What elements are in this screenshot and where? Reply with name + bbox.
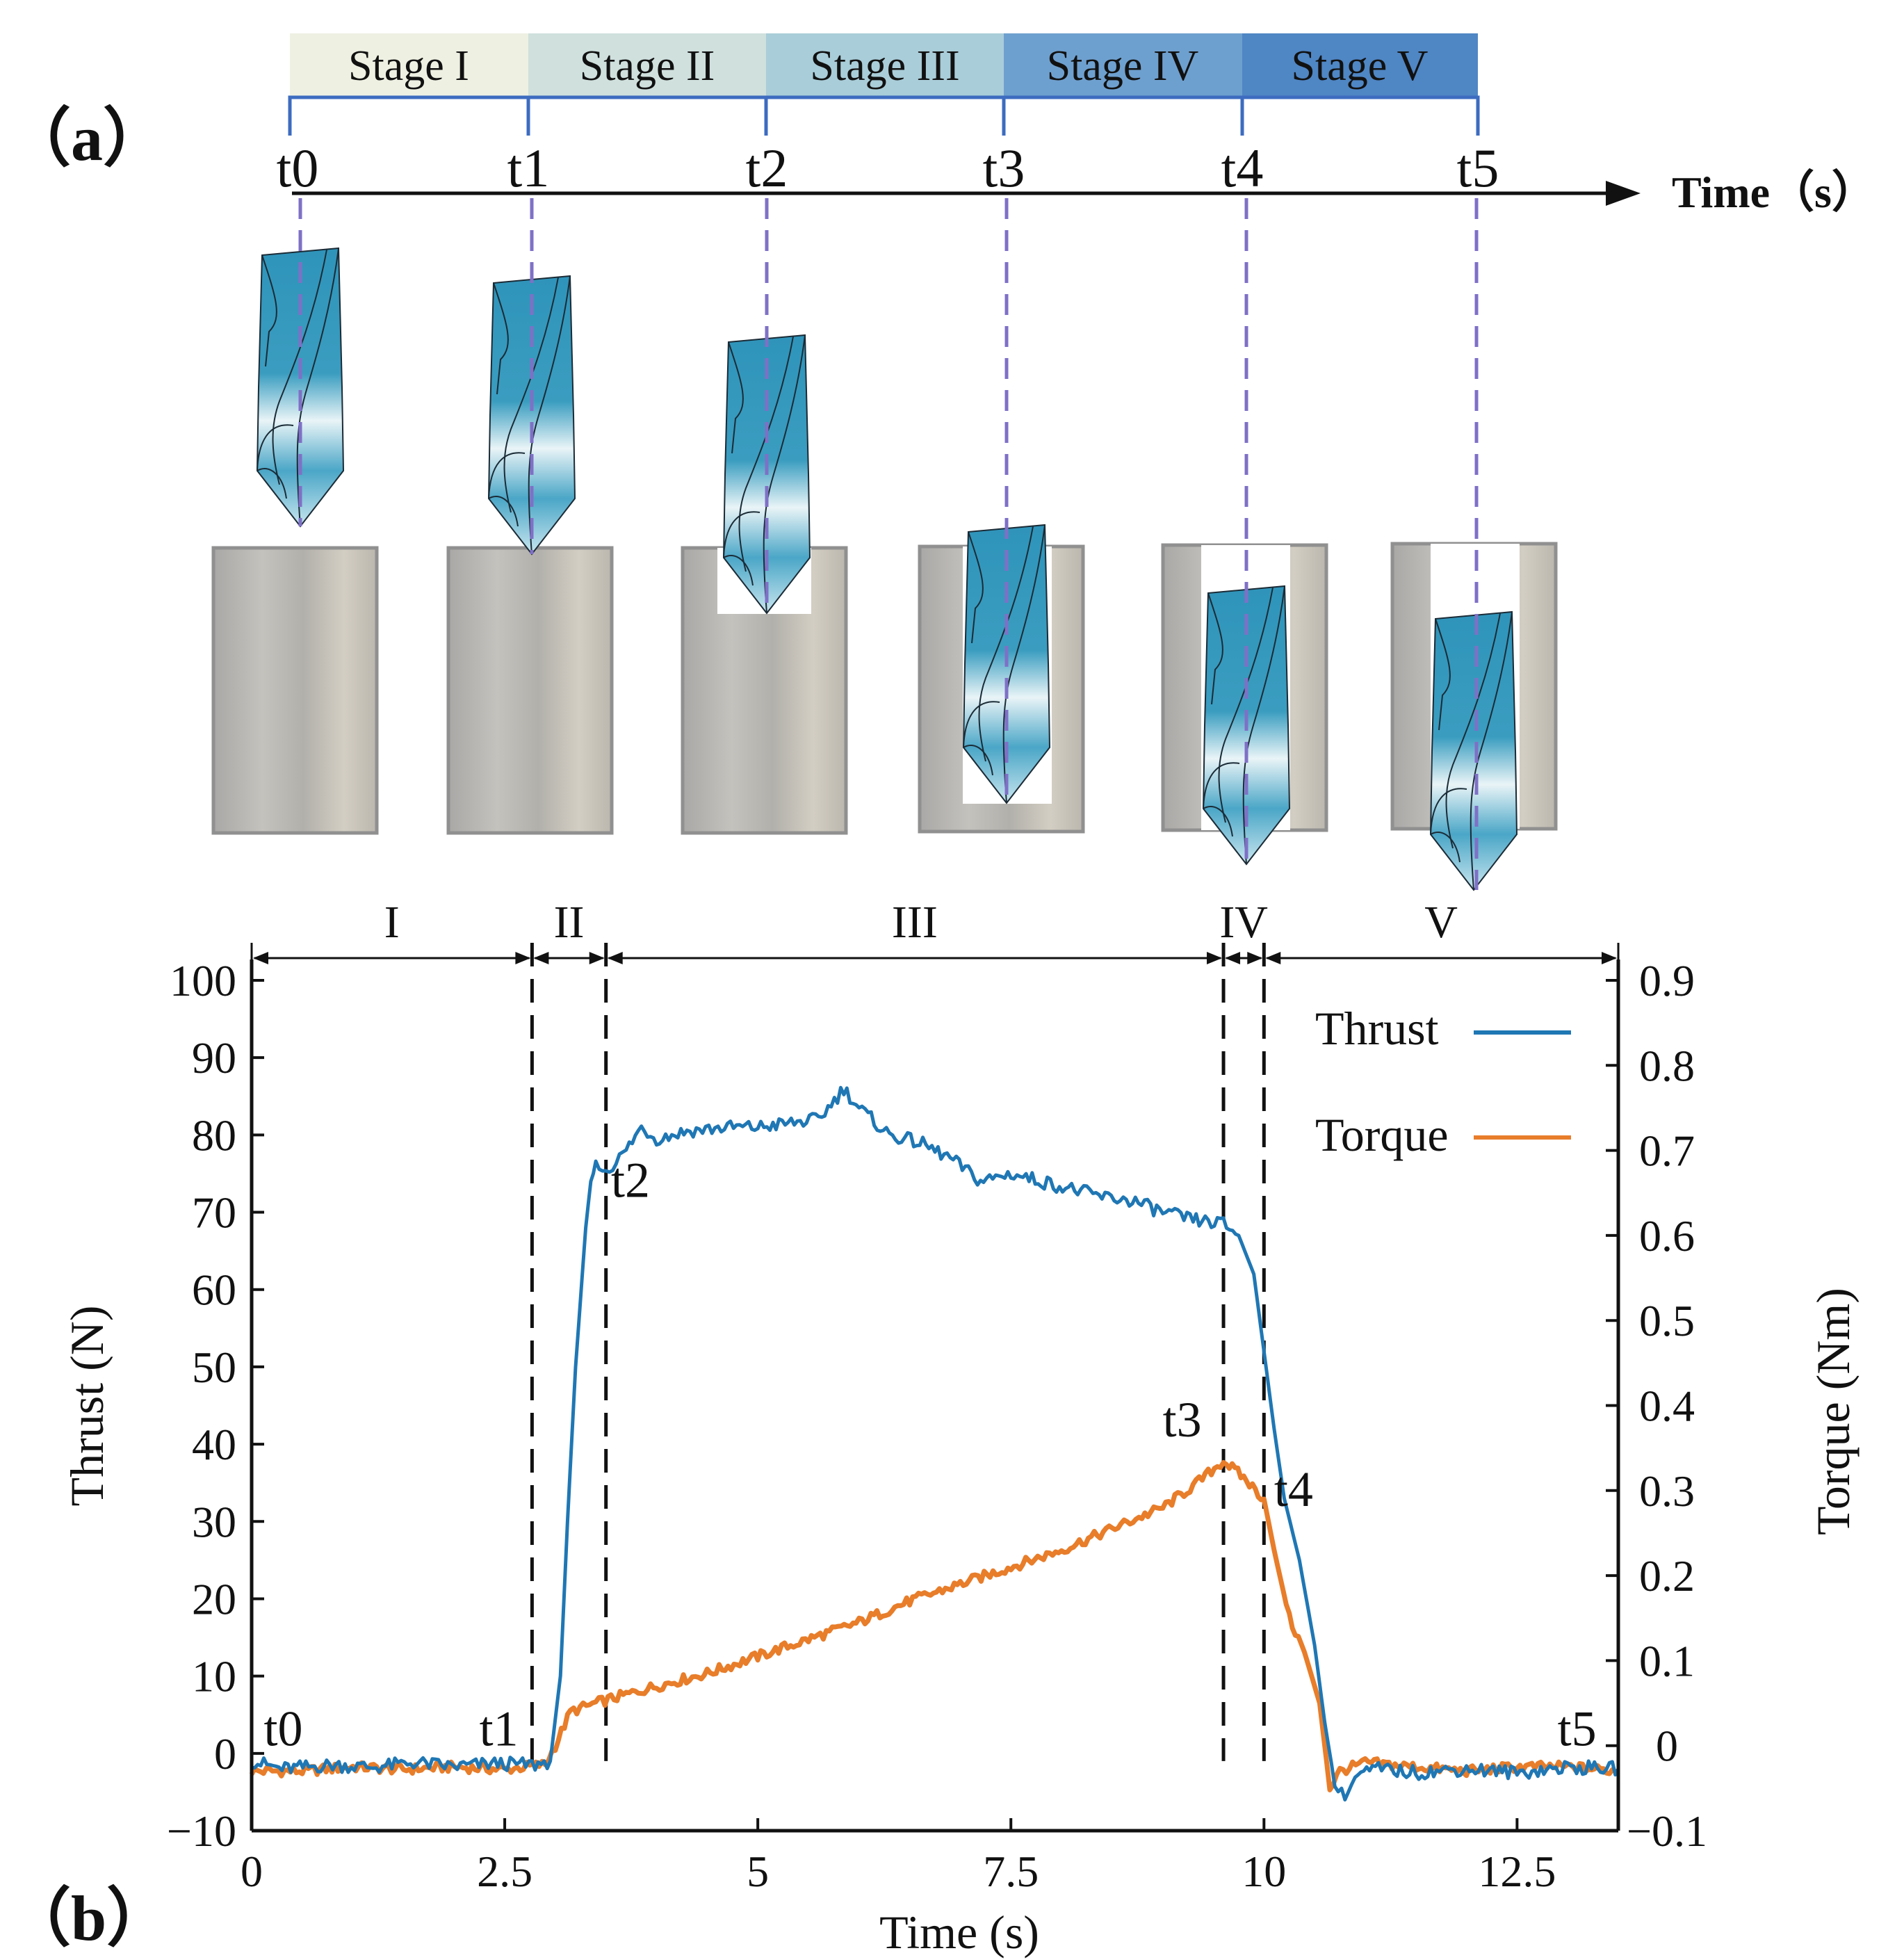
x-tick-label: 5 xyxy=(747,1847,769,1896)
x-tick-label: 10 xyxy=(1242,1847,1286,1896)
workpiece-2 xyxy=(446,546,614,835)
stage-label-2: Stage II xyxy=(580,42,715,90)
y2-tick-label: 0.6 xyxy=(1639,1211,1695,1261)
series-line-thrust xyxy=(251,1085,1620,1801)
stage-label-3: Stage III xyxy=(810,42,959,90)
y2-tick-label: 0 xyxy=(1656,1722,1678,1771)
y-tick-label: 30 xyxy=(192,1497,236,1546)
y2-tick-label: 0.5 xyxy=(1639,1296,1695,1345)
stage-label-1: Stage I xyxy=(348,42,469,90)
legend-label-thrust: Thrust xyxy=(1315,1002,1439,1055)
phase-arrowhead xyxy=(1247,952,1263,964)
x-tick-label: 2.5 xyxy=(477,1847,532,1896)
phase-arrowhead xyxy=(1225,952,1241,964)
phase-arrowhead xyxy=(533,952,549,964)
y-tick-label: 70 xyxy=(192,1188,236,1238)
phase-label: III xyxy=(892,897,938,948)
y-tick-label: 100 xyxy=(170,956,236,1005)
stage-label-4: Stage IV xyxy=(1047,42,1199,90)
phase-label: V xyxy=(1424,897,1458,948)
y2-tick-label: 0.8 xyxy=(1639,1041,1695,1090)
phase-label: IV xyxy=(1219,897,1268,948)
stage-bracket xyxy=(288,95,1480,136)
y2-tick-label: 0.4 xyxy=(1639,1382,1695,1431)
annotation-t4: t4 xyxy=(1274,1461,1313,1517)
time-axis: Time（s） t0 t1 t2 t3 t4 t5 xyxy=(277,138,1876,217)
workpiece-1 xyxy=(211,546,379,835)
y-tick-label: −10 xyxy=(167,1806,236,1856)
x-tick-label: 7.5 xyxy=(983,1847,1039,1896)
annotation-layer: t0 t1 t2 t3 t4 t5 xyxy=(263,1152,1596,1756)
series-layer xyxy=(249,1085,1620,1801)
stage-guides xyxy=(298,198,1479,890)
phase-label: II xyxy=(554,897,585,948)
y-tick-label: 20 xyxy=(192,1574,236,1623)
stage-cell-3 xyxy=(766,33,1004,97)
phase-arrowhead xyxy=(589,952,605,964)
annotation-t1: t1 xyxy=(480,1701,519,1757)
phase-arrowhead xyxy=(1207,952,1223,964)
chart: I II III IV V −100102030405060708090100−0.10… xyxy=(60,897,1860,1959)
stage-bar: Stage I Stage II Stage III Stage IV Stag… xyxy=(288,33,1480,136)
legend: Thrust Torque xyxy=(1315,1002,1571,1161)
x-axis-label: Time (s) xyxy=(879,1906,1039,1959)
phase-arrowhead xyxy=(515,952,531,964)
phase-label: I xyxy=(384,897,400,948)
time-axis-label: Time（s） xyxy=(1672,168,1876,217)
series-line-torque xyxy=(249,1459,1619,1792)
drill-6 xyxy=(1430,611,1517,891)
y2-tick-label: 0.3 xyxy=(1639,1466,1695,1516)
phase-arrowhead xyxy=(1602,952,1617,964)
panel-b-label: （b） xyxy=(7,1883,170,1954)
workpieces xyxy=(211,542,1558,835)
y2-tick-label: 0.2 xyxy=(1639,1551,1695,1601)
annotation-t0: t0 xyxy=(263,1701,302,1757)
y2-tick-label: 0.1 xyxy=(1639,1636,1695,1685)
time-mark-t2: t2 xyxy=(746,138,788,198)
y-axis-label: Thrust (N) xyxy=(60,1306,113,1507)
x-tick-label: 0 xyxy=(241,1847,263,1896)
workpiece-3 xyxy=(681,546,848,835)
legend-label-torque: Torque xyxy=(1315,1108,1449,1161)
time-mark-t0: t0 xyxy=(277,138,319,198)
y-tick-label: 10 xyxy=(192,1652,236,1701)
y-tick-label: 90 xyxy=(192,1033,236,1083)
stage-cell-4 xyxy=(1004,33,1242,97)
annotation-t3: t3 xyxy=(1163,1392,1202,1448)
phase-arrowhead xyxy=(607,952,623,964)
drill-2 xyxy=(488,275,576,555)
y-tick-label: 0 xyxy=(214,1729,236,1779)
y2-tick-label: 0.7 xyxy=(1639,1126,1695,1176)
y-tick-label: 80 xyxy=(192,1110,236,1160)
time-mark-t1: t1 xyxy=(507,138,550,198)
time-mark-t4: t4 xyxy=(1221,138,1264,198)
annotation-t5: t5 xyxy=(1558,1701,1597,1757)
time-mark-t5: t5 xyxy=(1457,138,1499,198)
y-tick-label: 50 xyxy=(192,1343,236,1392)
y2-axis-label: Torque (Nm) xyxy=(1807,1288,1860,1535)
drill-1 xyxy=(257,248,344,527)
phase-arrowhead xyxy=(1265,952,1281,964)
y2-tick-label: −0.1 xyxy=(1627,1806,1707,1856)
phase-arrowhead xyxy=(253,952,268,964)
y2-tick-label: 0.9 xyxy=(1639,956,1695,1005)
y-tick-label: 60 xyxy=(192,1265,236,1315)
stage-cell-5 xyxy=(1242,33,1478,97)
axis-layer: −100102030405060708090100−0.100.10.20.30… xyxy=(167,956,1707,1896)
y-tick-label: 40 xyxy=(192,1420,236,1469)
stage-cell-1 xyxy=(290,33,528,97)
x-tick-label: 12.5 xyxy=(1478,1847,1556,1896)
phase-boundary-layer xyxy=(530,943,1266,1761)
phase-layer: I II III IV V xyxy=(250,897,1620,973)
stage-cell-2 xyxy=(528,33,766,97)
annotation-t2: t2 xyxy=(611,1152,650,1208)
time-mark-t3: t3 xyxy=(983,138,1025,198)
stage-label-5: Stage V xyxy=(1292,42,1429,90)
panel-a-label: （a） xyxy=(7,103,167,174)
